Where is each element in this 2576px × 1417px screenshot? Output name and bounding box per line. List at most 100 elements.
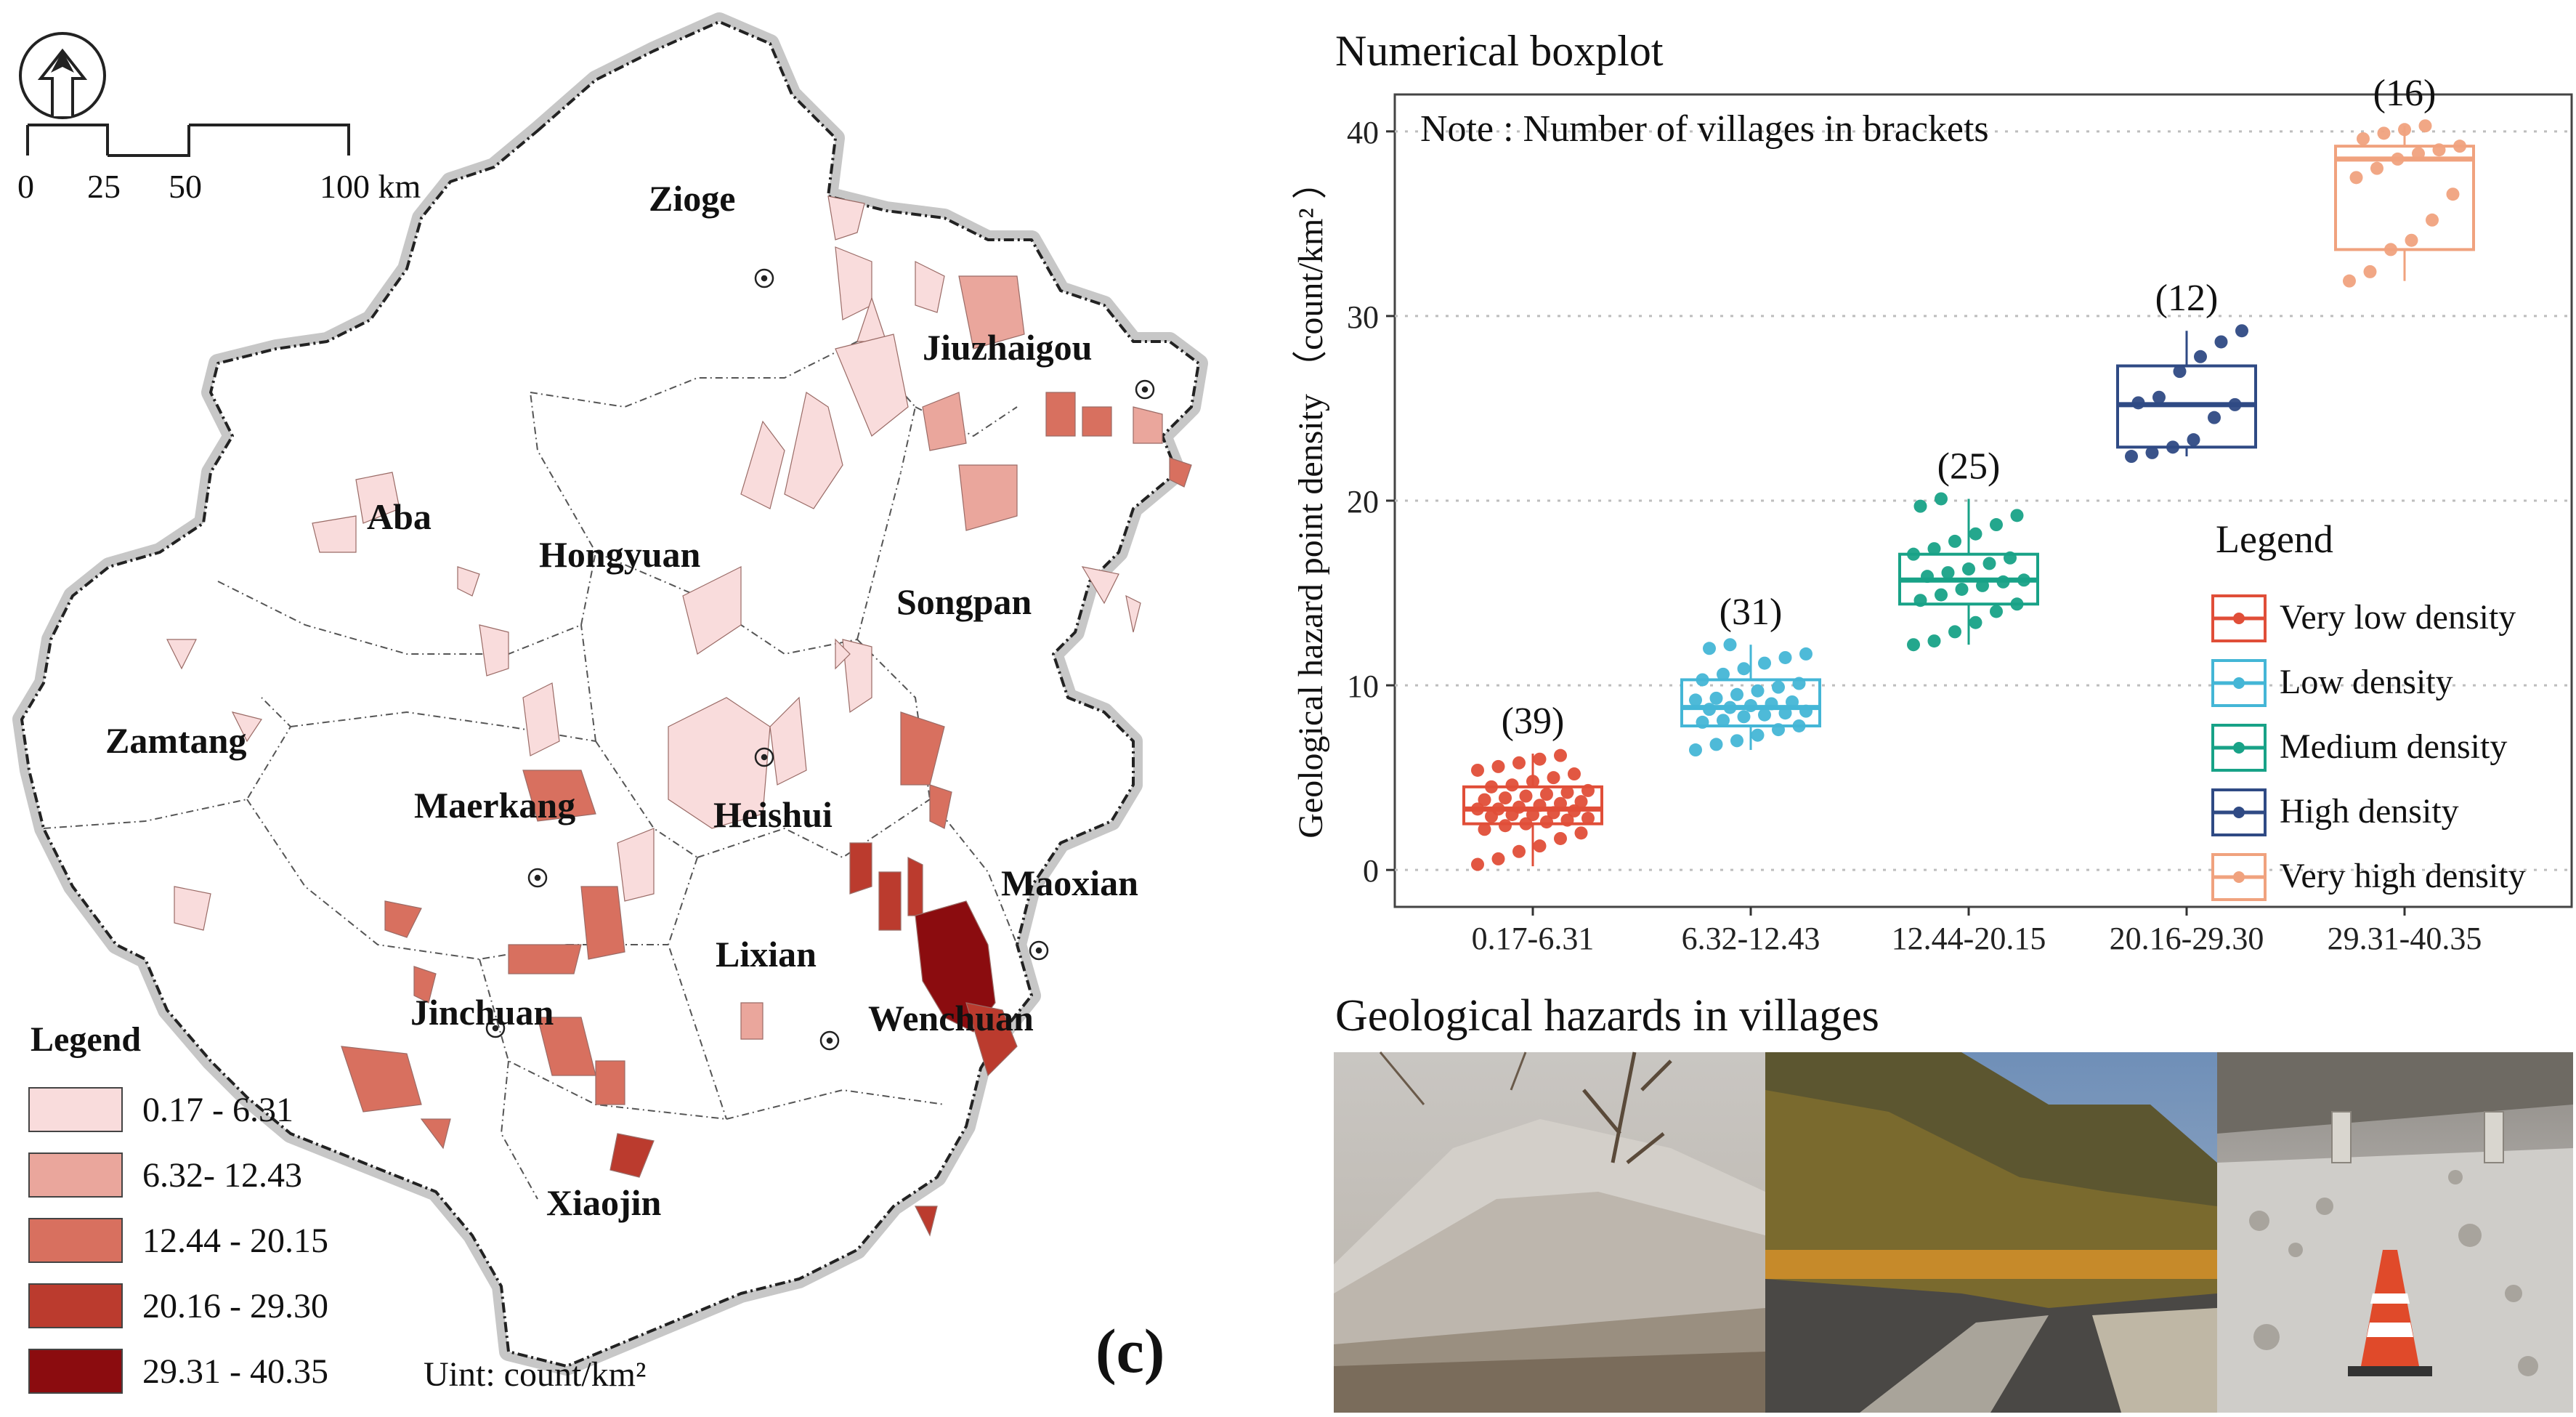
x-tick-label: 6.32-12.43 <box>1682 921 1820 956</box>
data-point <box>1568 804 1581 818</box>
data-point <box>1927 542 1941 556</box>
data-point <box>1792 677 1806 690</box>
map-legend-label: 6.32- 12.43 <box>142 1156 302 1195</box>
county-label: Jiuzhaigou <box>923 327 1092 368</box>
county-label: Lixian <box>716 934 817 974</box>
boxplot-legend-key-dot <box>2233 871 2245 883</box>
map-legend-swatch <box>28 1218 123 1263</box>
boxplot-legend-key-dot <box>2233 677 2245 689</box>
data-point <box>1540 815 1553 829</box>
data-point <box>1948 534 1961 548</box>
data-point <box>2398 123 2411 137</box>
data-point <box>1737 710 1751 724</box>
data-point <box>1471 802 1484 816</box>
data-point <box>1717 667 1730 681</box>
boxplot-legend-title: Legend <box>2216 517 2333 561</box>
rockfall-site-photo <box>2217 1052 2573 1413</box>
data-point <box>1927 634 1941 648</box>
map-legend-label: 20.16 - 29.30 <box>142 1287 328 1325</box>
data-point <box>1969 527 1982 541</box>
data-point <box>1786 695 1799 708</box>
data-point <box>1744 699 1757 713</box>
data-point <box>1792 719 1806 732</box>
data-point <box>2363 265 2377 278</box>
data-point <box>1505 778 1519 792</box>
data-point <box>1982 557 1996 570</box>
data-point <box>1990 518 2003 532</box>
data-point <box>1778 650 1792 664</box>
data-point <box>1703 642 1716 655</box>
unit-label: Uint: count/km² <box>424 1355 646 1394</box>
count-label: (31) <box>1720 592 1783 633</box>
data-point <box>1533 799 1547 812</box>
map-legend-label: 12.44 - 20.15 <box>142 1222 328 1260</box>
data-point <box>2384 243 2397 257</box>
data-point <box>1935 492 1948 506</box>
data-point <box>1581 812 1595 825</box>
scale-tick-label: 50 <box>169 168 202 205</box>
data-point <box>1907 547 1920 561</box>
data-point <box>2145 445 2159 459</box>
data-point <box>2453 140 2466 153</box>
chart-note: Note : Number of villages in brackets <box>1420 108 1989 150</box>
data-point <box>2010 597 2024 611</box>
data-point <box>1696 715 1709 729</box>
data-point <box>1751 684 1765 698</box>
county-label: Maoxian <box>1001 863 1138 903</box>
data-point <box>2235 324 2248 338</box>
data-point <box>2418 119 2432 133</box>
box-body <box>2334 145 2475 251</box>
data-point <box>1499 791 1512 805</box>
data-point <box>1547 771 1560 785</box>
data-point <box>1547 806 1560 820</box>
data-point <box>1512 800 1526 814</box>
data-point <box>1568 767 1581 781</box>
data-point <box>1512 756 1526 770</box>
data-point <box>1703 703 1716 716</box>
data-point <box>2405 233 2418 247</box>
data-point <box>2131 396 2145 410</box>
data-point <box>2166 440 2179 454</box>
county-seat-markers <box>485 268 1155 1051</box>
data-point <box>1709 738 1723 751</box>
data-point <box>2194 350 2207 363</box>
data-point <box>1491 852 1505 865</box>
county-label: Aba <box>367 496 432 537</box>
scale-tick-label: 25 <box>87 168 121 205</box>
boxplot-legend-label: Very low density <box>2280 598 2516 637</box>
data-point <box>2010 509 2024 522</box>
data-point <box>1758 708 1771 722</box>
data-point <box>1935 588 1948 602</box>
data-point <box>1996 575 2010 589</box>
data-point <box>1907 638 1920 652</box>
data-point <box>1737 662 1751 676</box>
data-point <box>2370 161 2383 175</box>
data-point <box>2173 365 2187 379</box>
map-legend: Legend 0.17 - 6.31 6.32- 12.43 12.44 - 20.… <box>28 1020 328 1394</box>
data-point <box>1554 831 1567 845</box>
map-legend-label: 0.17 - 6.31 <box>142 1091 293 1129</box>
boxplot-legend-label: Low density <box>2280 663 2453 701</box>
landslide-slope-photo <box>1334 1051 1765 1413</box>
map-legend-title: Legend <box>31 1020 141 1059</box>
data-point <box>2349 171 2363 185</box>
county-label: Wenchuan <box>868 998 1034 1038</box>
map-legend-label: 29.31 - 40.35 <box>142 1352 328 1391</box>
data-point <box>1519 789 1533 803</box>
data-point <box>1976 578 1989 592</box>
scale-bar: 0 25 50 100 km <box>17 124 421 205</box>
x-tick-label: 20.16-29.30 <box>2110 921 2264 956</box>
village-polygons <box>166 195 1192 1237</box>
data-point <box>2412 147 2425 161</box>
county-label: Zioge <box>649 178 735 219</box>
data-point <box>1990 605 2003 618</box>
data-point <box>1730 687 1743 701</box>
data-point <box>1772 680 1785 694</box>
data-point <box>1723 701 1737 714</box>
region-outline <box>20 20 1200 1368</box>
data-point <box>2228 397 2242 411</box>
county-label: Jinchuan <box>410 992 554 1033</box>
data-point <box>2432 143 2446 157</box>
x-tick-label: 12.44-20.15 <box>1892 921 2046 956</box>
